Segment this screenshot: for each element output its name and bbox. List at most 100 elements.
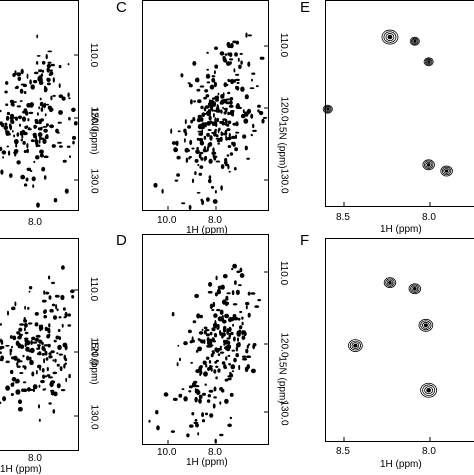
panel-b-peak	[35, 322, 39, 326]
panel-e-xtick-8: 8.0	[422, 213, 436, 223]
panel-d-peak	[211, 327, 215, 331]
panel-f-xlabel: 1H (ppm)	[380, 460, 422, 470]
panel-a-peak	[21, 69, 24, 74]
panel-b-peak	[45, 351, 48, 356]
panel-d-peak	[237, 337, 239, 341]
panel-c-peak	[206, 121, 211, 126]
panel-d-peak	[253, 343, 257, 346]
panel-c-peak	[214, 47, 218, 50]
panel-c-peak	[247, 61, 250, 66]
panel-c-peak	[211, 186, 214, 189]
panel-c-peak	[222, 118, 227, 120]
panel-c-peak	[203, 97, 207, 100]
panel-c-peak	[228, 121, 231, 125]
panel-d-peak	[190, 362, 193, 364]
panel-c-ytick-130: 130.0	[279, 168, 289, 193]
panel-b-peak	[55, 295, 60, 298]
panel-b-peak	[60, 295, 64, 300]
panel-d-peak	[245, 302, 249, 305]
panel-a-peak	[33, 125, 37, 129]
panel-a-peak	[74, 121, 78, 125]
panel-d-peak	[199, 365, 203, 368]
panel-a-peak	[0, 147, 2, 151]
panel-c-peak	[214, 70, 216, 74]
panel-b-peak	[11, 393, 14, 396]
panel-c-peak	[195, 149, 200, 154]
panel-c-peak	[251, 73, 255, 75]
panel-c-peak	[230, 97, 234, 100]
panel-c-peak	[234, 167, 237, 170]
panel-d-peak	[242, 358, 247, 361]
panel-d-peak	[173, 398, 178, 401]
panel-d-peak	[212, 350, 215, 352]
panel-a-peak	[46, 134, 49, 138]
panel-b-peak	[24, 317, 26, 322]
panel-c-peak	[198, 131, 202, 133]
panel-d-peak	[195, 369, 199, 373]
panel-d-peak	[191, 412, 194, 415]
panel-a-peak	[59, 83, 61, 88]
panel-d-peak	[220, 310, 224, 315]
panel-d-peak	[248, 313, 251, 318]
panel-d-peak	[213, 302, 216, 308]
panel-b-peak	[18, 399, 22, 404]
panel-a-peak	[30, 102, 34, 107]
panel-c-ytick-110: 110.0	[278, 33, 288, 57]
panel-c-peak	[199, 153, 202, 158]
panel-c-peak	[227, 79, 231, 82]
panel-d-peak	[194, 397, 197, 403]
panel-c-peak	[216, 138, 221, 140]
panel-b-peak	[61, 389, 65, 391]
panel-d-peak	[239, 311, 242, 313]
panel-a-peak	[16, 86, 19, 89]
panel-b-peak	[25, 332, 29, 334]
panel-b-peak	[46, 357, 49, 360]
panel-d-peak	[235, 353, 239, 357]
panel-b-peak	[13, 356, 17, 361]
panel-b-peak	[57, 383, 61, 388]
panel-a-peak	[14, 149, 19, 153]
panel-c-peak	[215, 129, 217, 131]
panel-c-peak	[181, 202, 185, 204]
panel-b-peak	[41, 342, 43, 345]
panel-c-peak	[211, 108, 213, 112]
panel-a-peak	[12, 130, 14, 133]
panel-a-peak	[22, 116, 26, 121]
panel-d-peak	[208, 282, 212, 287]
panel-c-peak	[192, 179, 194, 183]
panel-letter-d: D	[116, 233, 127, 248]
panel-c-peak	[250, 87, 255, 89]
panel-d-peak	[221, 389, 224, 393]
panel-d-peak	[188, 390, 191, 392]
panel-b-peak	[43, 389, 46, 391]
panel-c-peak	[184, 138, 186, 143]
panel-d-peak	[238, 284, 242, 286]
panel-a-peak	[20, 175, 25, 180]
panel-d-peak	[198, 347, 202, 351]
panel-a-peak	[29, 112, 34, 114]
panel-c-peak	[217, 143, 220, 145]
panel-c-peak	[153, 183, 157, 188]
panel-c-peak	[228, 145, 232, 148]
panel-a-peak	[0, 110, 2, 113]
panel-d-peak	[219, 332, 221, 336]
panel-b-peak	[61, 265, 65, 270]
panel-c-peak	[227, 45, 231, 48]
panel-a-peak	[40, 102, 44, 106]
panel-a-peak	[35, 140, 38, 146]
panel-c-peak	[235, 135, 237, 140]
panel-b-peak	[42, 353, 45, 356]
panel-d-peak	[177, 345, 179, 347]
panel-a-peak	[42, 61, 46, 65]
panel-d-peak	[207, 399, 210, 403]
panel-c-peak	[195, 159, 199, 163]
panel-c-peak	[216, 161, 221, 163]
panel-d-peak	[207, 367, 210, 371]
panel-b-peak	[0, 402, 1, 405]
panel-b-peak	[39, 419, 41, 422]
panel-a-peak	[40, 98, 42, 101]
panel-b-peak	[17, 366, 21, 368]
panel-c-peak	[229, 52, 232, 57]
panel-d-peak	[214, 347, 218, 351]
panel-c-peak	[223, 58, 227, 62]
